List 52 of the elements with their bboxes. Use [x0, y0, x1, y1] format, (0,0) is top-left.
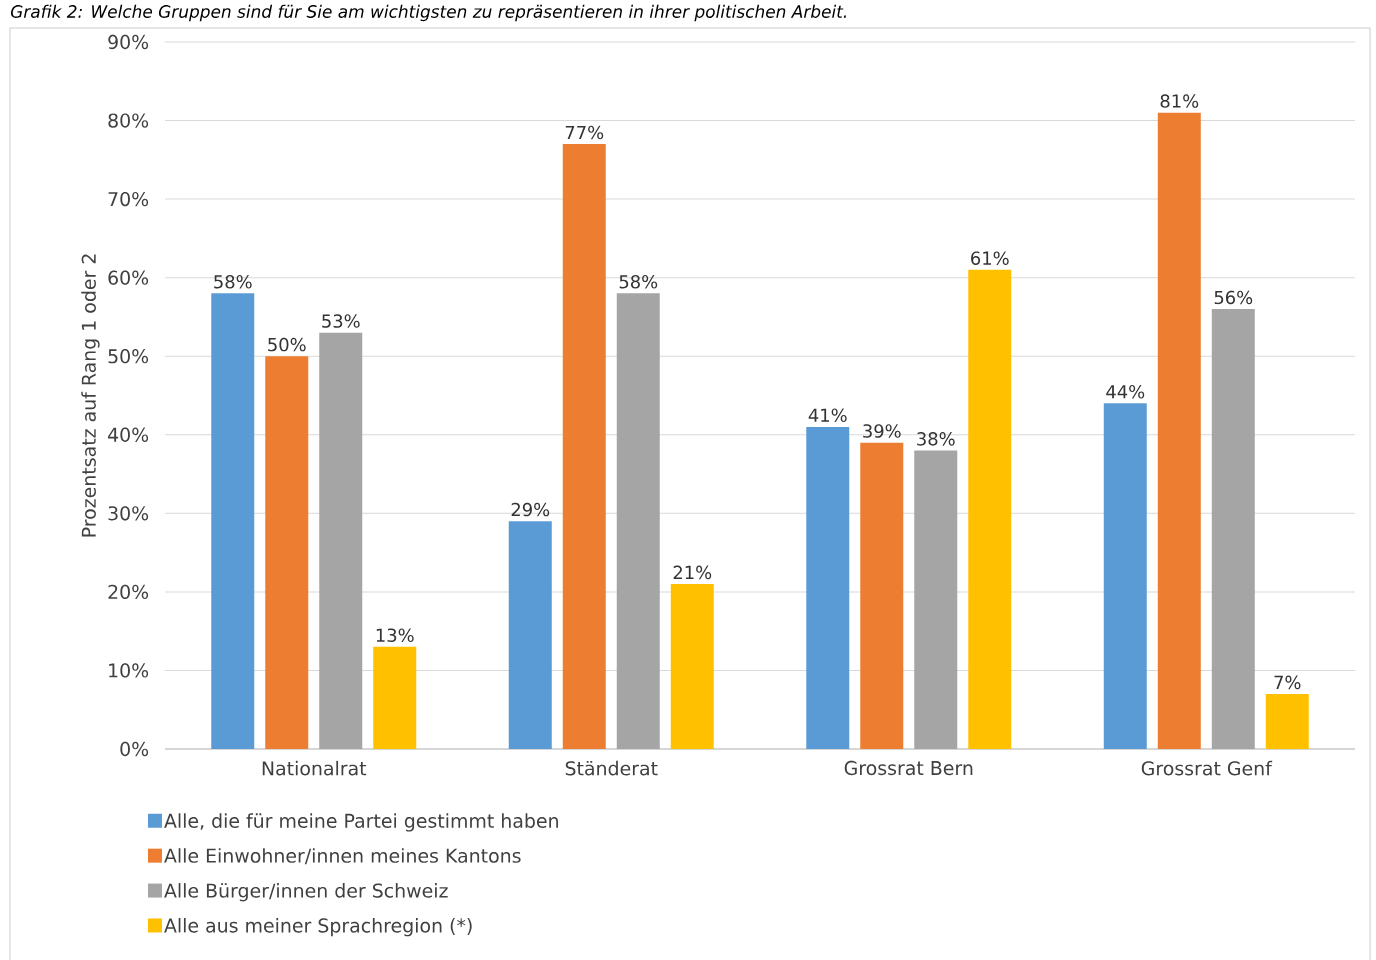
y-tick-label: 60%: [108, 270, 149, 285]
data-label: 39%: [863, 424, 901, 438]
y-tick-label: 70%: [108, 191, 149, 207]
bar: [562, 144, 606, 749]
data-label: 21%: [673, 565, 712, 580]
legend-label: Alle, die für meine Partei gestimmt haben: [164, 813, 558, 832]
bar: [265, 356, 309, 749]
data-label: 41%: [808, 408, 847, 423]
data-label: 58%: [619, 274, 658, 289]
bar: [211, 293, 255, 749]
y-tick-label: 10%: [109, 663, 149, 678]
data-label: 58%: [214, 274, 252, 289]
data-label: 77%: [565, 125, 604, 140]
y-tick-label: 30%: [108, 506, 149, 521]
data-label: 53%: [322, 314, 360, 328]
data-label: 13%: [376, 628, 414, 643]
data-label: 56%: [1214, 290, 1253, 305]
x-tick-label: Nationalrat: [262, 760, 367, 776]
legend-label: Alle Einwohner/innen meines Kantons: [164, 848, 521, 865]
bar: [914, 450, 958, 749]
y-tick-label: 80%: [108, 113, 149, 128]
bar: [373, 646, 417, 749]
legend-label: Alle aus meiner Sprachregion (*): [164, 918, 472, 937]
bar: [1211, 309, 1255, 749]
bar: [1103, 403, 1147, 749]
data-label: 50%: [268, 337, 306, 352]
bar: [806, 426, 850, 749]
data-label: 61%: [971, 251, 1009, 265]
legend-label: Alle Bürger/innen der Schweiz: [164, 883, 448, 902]
bar: [1265, 694, 1309, 749]
y-tick-label: 0%: [120, 741, 149, 757]
y-tick-label: 50%: [108, 349, 149, 364]
y-tick-label: 20%: [108, 584, 149, 600]
chart-title: Grafik 2: Welche Gruppen sind für Sie am wichtigsten zu repräsentieren in ihrer politischen Arbeit.: [10, 4, 846, 22]
x-tick-label: Ständerat: [565, 760, 658, 776]
x-tick-label: Grossrat Bern: [844, 760, 973, 776]
bar: [860, 442, 904, 749]
bar: [319, 332, 363, 749]
bar: [968, 269, 1012, 749]
bar: [1157, 112, 1201, 749]
data-label: 29%: [511, 502, 550, 517]
bar: [616, 293, 660, 749]
data-label: 44%: [1106, 384, 1145, 399]
y-tick-label: 90%: [108, 34, 149, 50]
data-label: 7%: [1274, 675, 1301, 690]
y-tick-label: 40%: [108, 427, 149, 442]
y-axis-title: Prozentsatz auf Rang 1 oder 2: [81, 254, 100, 537]
x-tick-label: Grossrat Genf: [1141, 760, 1273, 776]
bar: [670, 584, 714, 749]
data-label: 38%: [917, 432, 955, 446]
data-label: 81%: [1160, 94, 1199, 108]
bar: [508, 521, 552, 749]
